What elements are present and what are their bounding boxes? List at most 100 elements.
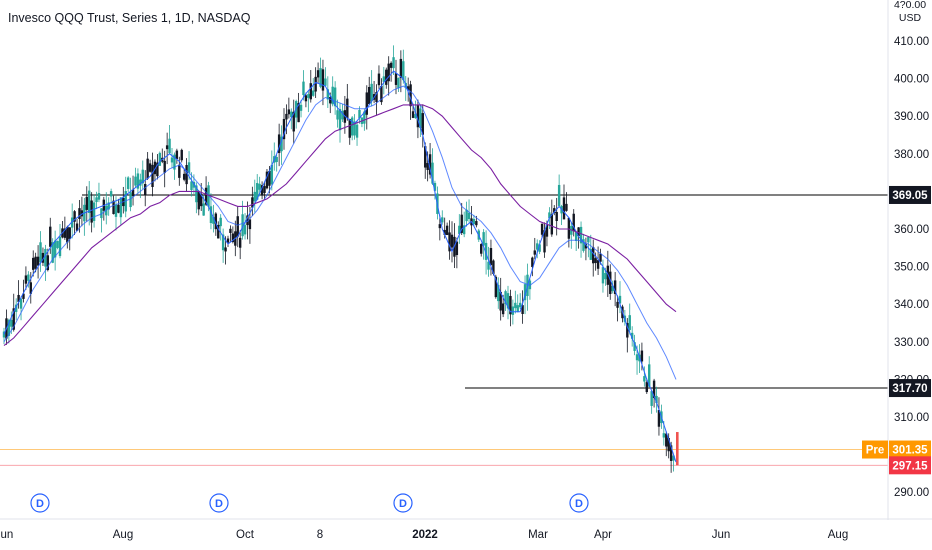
time-tick-label: Jun	[0, 529, 13, 541]
candle-body	[270, 164, 274, 185]
candle-body	[19, 298, 23, 309]
candle-body	[219, 217, 222, 227]
candle-body	[66, 226, 69, 243]
candle-body	[385, 69, 388, 85]
plot-area[interactable]	[0, 45, 888, 473]
dividend-marker[interactable]	[30, 493, 50, 513]
time-tick-label: 8	[317, 529, 323, 541]
candle-body	[579, 226, 583, 244]
candle-body	[256, 183, 259, 200]
candle-body	[365, 92, 368, 115]
candle-body	[514, 302, 517, 309]
candle-body	[12, 308, 15, 330]
candle-body	[182, 173, 186, 180]
candle-body	[217, 224, 220, 239]
candle-body	[572, 213, 575, 232]
candle-body	[348, 119, 351, 138]
moving-average-line[interactable]	[3, 104, 677, 347]
candle-body	[248, 219, 252, 230]
candle-body	[368, 86, 371, 105]
candle-body	[509, 295, 512, 315]
candle-body	[574, 231, 578, 241]
candle-body	[139, 179, 142, 186]
candle-body	[290, 111, 293, 118]
dividend-marker[interactable]	[209, 493, 229, 513]
candle-body	[426, 162, 429, 170]
candle-body	[394, 73, 398, 85]
candle-body	[151, 164, 154, 188]
dividend-marker[interactable]	[393, 493, 413, 513]
candle-body	[331, 86, 334, 105]
candle-body	[467, 212, 471, 220]
price-tag	[889, 456, 931, 475]
candle-body	[487, 261, 490, 270]
candle-body	[75, 223, 79, 231]
candle-body	[24, 275, 28, 284]
candle-body	[80, 210, 84, 217]
candle-body	[119, 197, 123, 218]
candle-body	[229, 228, 232, 234]
candle-body	[523, 284, 527, 301]
candle-body	[562, 197, 566, 220]
candle-body	[187, 162, 191, 173]
candle-body	[88, 190, 91, 213]
candle-body	[129, 192, 132, 208]
candle-body	[411, 111, 415, 118]
candle-body	[482, 232, 485, 246]
candle-body	[275, 156, 278, 162]
candle-body	[268, 170, 271, 186]
candle-body	[336, 110, 339, 120]
candle-body	[260, 185, 264, 196]
price-tick-label: 330.00	[894, 337, 929, 349]
time-tick-label: Oct	[236, 529, 255, 541]
candle-body	[58, 236, 62, 257]
price-tick-label: 390.00	[894, 111, 929, 123]
candle-body	[582, 239, 585, 251]
candle-body	[358, 110, 361, 119]
candle-body	[314, 76, 317, 92]
candle-body	[321, 69, 325, 91]
premarket-badge-label: Pre	[866, 445, 885, 457]
dividend-marker[interactable]	[569, 493, 589, 513]
time-tick-label: Apr	[594, 529, 612, 541]
candle-body	[445, 225, 449, 235]
candle-body	[504, 291, 507, 305]
candle-body	[650, 391, 653, 406]
moving-average-line[interactable]	[3, 70, 677, 463]
candle-body	[616, 301, 619, 308]
candle-body	[175, 150, 179, 159]
candle-body	[297, 103, 300, 123]
candle-body	[307, 94, 310, 98]
moving-average-line[interactable]	[3, 85, 677, 380]
candle-body	[170, 157, 174, 163]
candle-body	[652, 380, 656, 398]
price-tick-label: 410.00	[894, 36, 929, 48]
candle-body	[480, 244, 483, 254]
candle-body	[497, 284, 500, 302]
candle-body	[506, 293, 510, 309]
candle-body	[370, 83, 373, 102]
candle-body	[90, 200, 93, 223]
candle-body	[433, 182, 437, 191]
candle-body	[341, 110, 344, 120]
candle-body	[141, 169, 144, 184]
candle-body	[577, 227, 580, 237]
price-tick-label: 290.00	[894, 487, 929, 499]
candle-body	[550, 214, 554, 235]
candle-body	[594, 258, 597, 264]
candle-body	[609, 271, 612, 294]
candle-body	[672, 455, 675, 461]
candle-body	[676, 432, 679, 466]
candle-body	[604, 273, 607, 280]
price-axis[interactable]: 290.00300.00310.00320.00330.00340.00350.…	[894, 36, 929, 499]
time-axis[interactable]: Jun Aug Oct 8 2022 Mar Apr Jun Aug	[0, 529, 848, 541]
candle-body	[212, 216, 215, 224]
candle-body	[565, 203, 568, 211]
candle-body	[236, 216, 239, 237]
candle-body	[533, 250, 536, 255]
candle-body	[555, 212, 558, 222]
candle-body	[350, 117, 354, 136]
candle-body	[589, 248, 592, 260]
price-tag	[889, 185, 931, 204]
